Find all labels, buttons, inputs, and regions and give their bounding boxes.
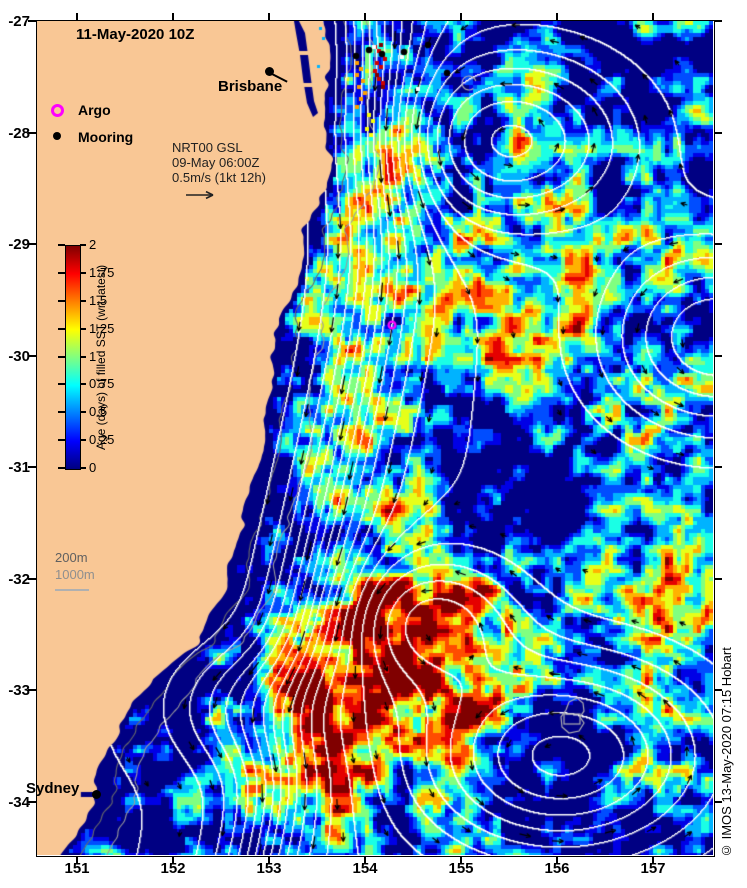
legend-mooring-label: Mooring <box>78 129 134 145</box>
y-tick-label: -28 <box>8 124 30 142</box>
colorbar-tick <box>80 355 86 358</box>
colorbar-tick <box>58 244 65 246</box>
colorbar-tick-label: 1.5 <box>89 292 108 308</box>
colorbar-tick-label: 0.25 <box>89 432 115 448</box>
sydney-dot <box>92 790 101 799</box>
x-tick-top <box>172 13 174 21</box>
x-tick-label: 155 <box>448 860 474 877</box>
colorbar-axis-label: Age (days) of filled SST (wrt latest) <box>94 264 108 450</box>
colorbar-tick-label: 1 <box>89 348 97 364</box>
argo-marker-icon <box>51 104 64 117</box>
y-tick-right <box>714 354 722 357</box>
x-tick-top <box>460 13 462 21</box>
vector-key-line3: 0.5m/s (1kt 12h) <box>172 170 266 185</box>
colorbar-tick-label: 0.5 <box>89 404 108 420</box>
colorbar <box>65 245 81 470</box>
x-tick-top <box>76 13 78 21</box>
colorbar-tick <box>80 327 86 330</box>
colorbar-tick-label: 2 <box>89 237 97 252</box>
y-tick-label: -32 <box>8 570 30 588</box>
colorbar-tick <box>58 467 65 469</box>
colorbar-tick <box>80 411 86 414</box>
x-tick <box>556 856 558 863</box>
x-tick <box>364 856 366 863</box>
y-tick-right <box>714 243 722 246</box>
colorbar-tick <box>58 355 65 358</box>
depth-1000m-label: 1000m <box>55 567 95 582</box>
y-tick-right <box>714 131 722 134</box>
x-tick <box>652 856 654 863</box>
credit-text: © IMOS 13-May-2020 07:15 Hobart <box>719 647 734 858</box>
x-tick <box>76 856 78 863</box>
colorbar-tick-label: 1.25 <box>89 320 115 336</box>
y-tick-label: -31 <box>8 459 30 477</box>
y-tick <box>28 354 36 357</box>
colorbar-tick <box>80 383 86 386</box>
mooring-marker-icon <box>53 132 61 140</box>
map-canvas <box>37 21 713 855</box>
colorbar-tick-label: 1.75 <box>89 264 115 280</box>
y-tick-label: -34 <box>8 793 30 811</box>
colorbar-tick <box>58 271 65 274</box>
y-tick-label: -30 <box>8 347 30 365</box>
x-tick-label: 151 <box>64 860 90 877</box>
colorbar-tick <box>58 327 65 330</box>
colorbar-tick <box>58 299 65 302</box>
y-tick-right <box>714 466 722 469</box>
vector-scale-arrow-icon <box>186 190 214 200</box>
x-tick <box>268 856 270 863</box>
x-tick-top <box>556 13 558 21</box>
y-tick-right <box>714 20 722 22</box>
x-tick-top <box>652 13 654 21</box>
vector-key-line1: NRT00 GSL <box>172 140 243 155</box>
y-tick-right <box>714 800 722 803</box>
x-tick-label: 152 <box>160 860 186 877</box>
y-tick <box>28 466 36 469</box>
x-tick <box>460 856 462 863</box>
colorbar-tick <box>80 244 86 246</box>
y-tick <box>28 20 36 22</box>
x-tick-top <box>268 13 270 21</box>
colorbar-tick <box>58 411 65 414</box>
colorbar-tick <box>80 439 86 442</box>
y-tick <box>28 243 36 246</box>
colorbar-tick-label: 0 <box>89 460 97 475</box>
colorbar-tick <box>80 271 86 274</box>
x-tick-label: 157 <box>640 860 666 877</box>
depth-contour-sample-line <box>55 589 89 591</box>
colorbar-tick-label: 0.75 <box>89 376 115 392</box>
y-tick <box>28 577 36 580</box>
depth-200m-label: 200m <box>55 550 88 565</box>
vector-key: NRT00 GSL 09-May 06:00Z 0.5m/s (1kt 12h) <box>172 140 266 185</box>
brisbane-dot <box>265 67 274 76</box>
y-tick <box>28 131 36 134</box>
y-tick-label: -33 <box>8 682 30 700</box>
x-tick-label: 154 <box>352 860 378 877</box>
colorbar-tick <box>58 383 65 386</box>
x-tick-label: 153 <box>256 860 282 877</box>
colorbar-tick <box>80 467 86 469</box>
x-tick-label: 156 <box>544 860 570 877</box>
y-tick-right <box>714 577 722 580</box>
y-tick-label: -29 <box>8 236 30 254</box>
x-tick-top <box>364 13 366 21</box>
y-tick <box>28 800 36 803</box>
map-title: 11-May-2020 10Z <box>76 26 195 43</box>
colorbar-tick <box>58 439 65 442</box>
vector-key-line2: 09-May 06:00Z <box>172 155 260 170</box>
y-tick <box>28 689 36 692</box>
colorbar-tick <box>80 299 86 302</box>
y-tick-label: -27 <box>8 13 30 30</box>
sydney-label: Sydney <box>26 780 80 797</box>
legend-argo-label: Argo <box>78 102 111 118</box>
brisbane-label: Brisbane <box>218 78 283 95</box>
y-tick-right <box>714 689 722 692</box>
x-tick <box>172 856 174 863</box>
